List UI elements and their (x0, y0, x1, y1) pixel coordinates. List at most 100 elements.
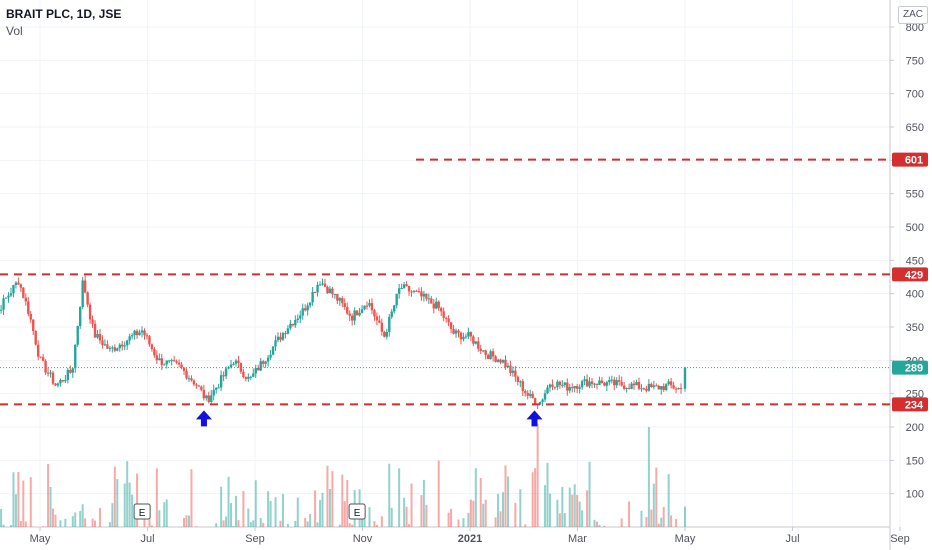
volume-indicator-label[interactable]: Vol (6, 24, 23, 38)
candle-body (103, 344, 107, 346)
candle-body (338, 298, 342, 301)
volume-bar (563, 513, 566, 527)
candle-body (259, 361, 262, 371)
candle-body (244, 377, 248, 379)
volume-bar (108, 522, 111, 527)
volume-bar (472, 500, 475, 527)
candle-body (14, 282, 18, 286)
candle-body (514, 370, 517, 377)
candle-body (98, 333, 102, 341)
volume-bar (19, 521, 22, 527)
candle-body (603, 383, 606, 386)
volume-bar (24, 521, 27, 527)
volume-bar (234, 495, 237, 527)
candle-body (172, 360, 176, 362)
candle-body (96, 333, 99, 338)
volume-bar (422, 479, 425, 527)
candle-body (679, 388, 683, 390)
candle-body (74, 344, 77, 369)
candle-body (491, 351, 495, 357)
volume-bar (42, 526, 45, 527)
volume-bar (128, 482, 131, 527)
volume-bar (497, 493, 500, 527)
candle-body (168, 360, 171, 362)
volume-bar (230, 503, 233, 527)
currency-label[interactable]: ZAC (898, 6, 928, 24)
volume-bar (9, 525, 12, 527)
candle-body (269, 354, 272, 358)
candle-body (415, 290, 418, 292)
candle-body (187, 378, 191, 380)
volume-bar (131, 494, 134, 527)
candle-body (190, 378, 193, 381)
candle-body (86, 292, 89, 305)
candle-body (207, 395, 210, 403)
candle-body (113, 347, 117, 351)
candle-body (519, 381, 522, 383)
candle-body (108, 347, 112, 349)
candle-body (219, 375, 223, 388)
volume-bar (296, 497, 299, 527)
candle-body (368, 303, 371, 306)
earnings-marker[interactable] (133, 503, 151, 520)
candle-body (177, 362, 181, 365)
candle-body (148, 336, 151, 345)
volume-bar (662, 506, 665, 527)
volume-bar (482, 503, 485, 527)
volume-bar (294, 520, 297, 527)
volume-bar (595, 521, 598, 527)
candle-body (2, 298, 5, 310)
volume-bar (136, 473, 139, 527)
candle-body (296, 318, 299, 321)
volume-bar (14, 494, 17, 527)
candle-body (393, 305, 396, 312)
y-tick-label: 800 (906, 22, 924, 34)
volume-bar (536, 423, 539, 527)
x-tick-label: Mar (568, 533, 587, 545)
y-tick-label: 750 (906, 55, 924, 67)
candle-body (405, 284, 408, 287)
x-tick-label: Nov (353, 533, 373, 545)
candle-body (336, 293, 339, 301)
volume-bar (556, 499, 559, 527)
candle-body (420, 291, 423, 297)
candle-body (494, 356, 497, 362)
volume-bar (242, 491, 245, 527)
earnings-marker[interactable] (348, 503, 366, 520)
volume-bar (558, 513, 561, 527)
candle-body (346, 307, 349, 314)
candle-body (506, 365, 510, 368)
candle-body (469, 332, 473, 337)
volume-bar (457, 519, 460, 527)
candle-body (580, 381, 584, 388)
volume-bar (71, 516, 74, 527)
candle-body (69, 369, 72, 373)
candle-body (138, 332, 141, 336)
candle-body (444, 317, 448, 319)
volume-bar (479, 477, 482, 527)
candle-body (407, 286, 411, 292)
candle-body (452, 329, 455, 334)
candle-body (197, 385, 201, 387)
candle-body (563, 382, 567, 386)
grid (0, 0, 901, 527)
candle-body (32, 319, 35, 332)
candle-body (170, 360, 173, 362)
candle-body (447, 318, 450, 323)
candle-body (17, 282, 20, 285)
candle-body (311, 291, 314, 303)
candle-body (674, 388, 678, 390)
candle-body (499, 359, 502, 363)
candle-body (395, 293, 398, 306)
candle-body (655, 385, 658, 387)
volume-bar (620, 518, 623, 527)
volume-bar (628, 501, 631, 527)
volume-bar (524, 524, 527, 527)
candle-body (175, 361, 178, 363)
candle-body (249, 376, 253, 378)
candle-body (289, 323, 292, 329)
candle-body (200, 386, 203, 390)
volume-bar (650, 509, 653, 527)
volume-bar (578, 501, 581, 527)
